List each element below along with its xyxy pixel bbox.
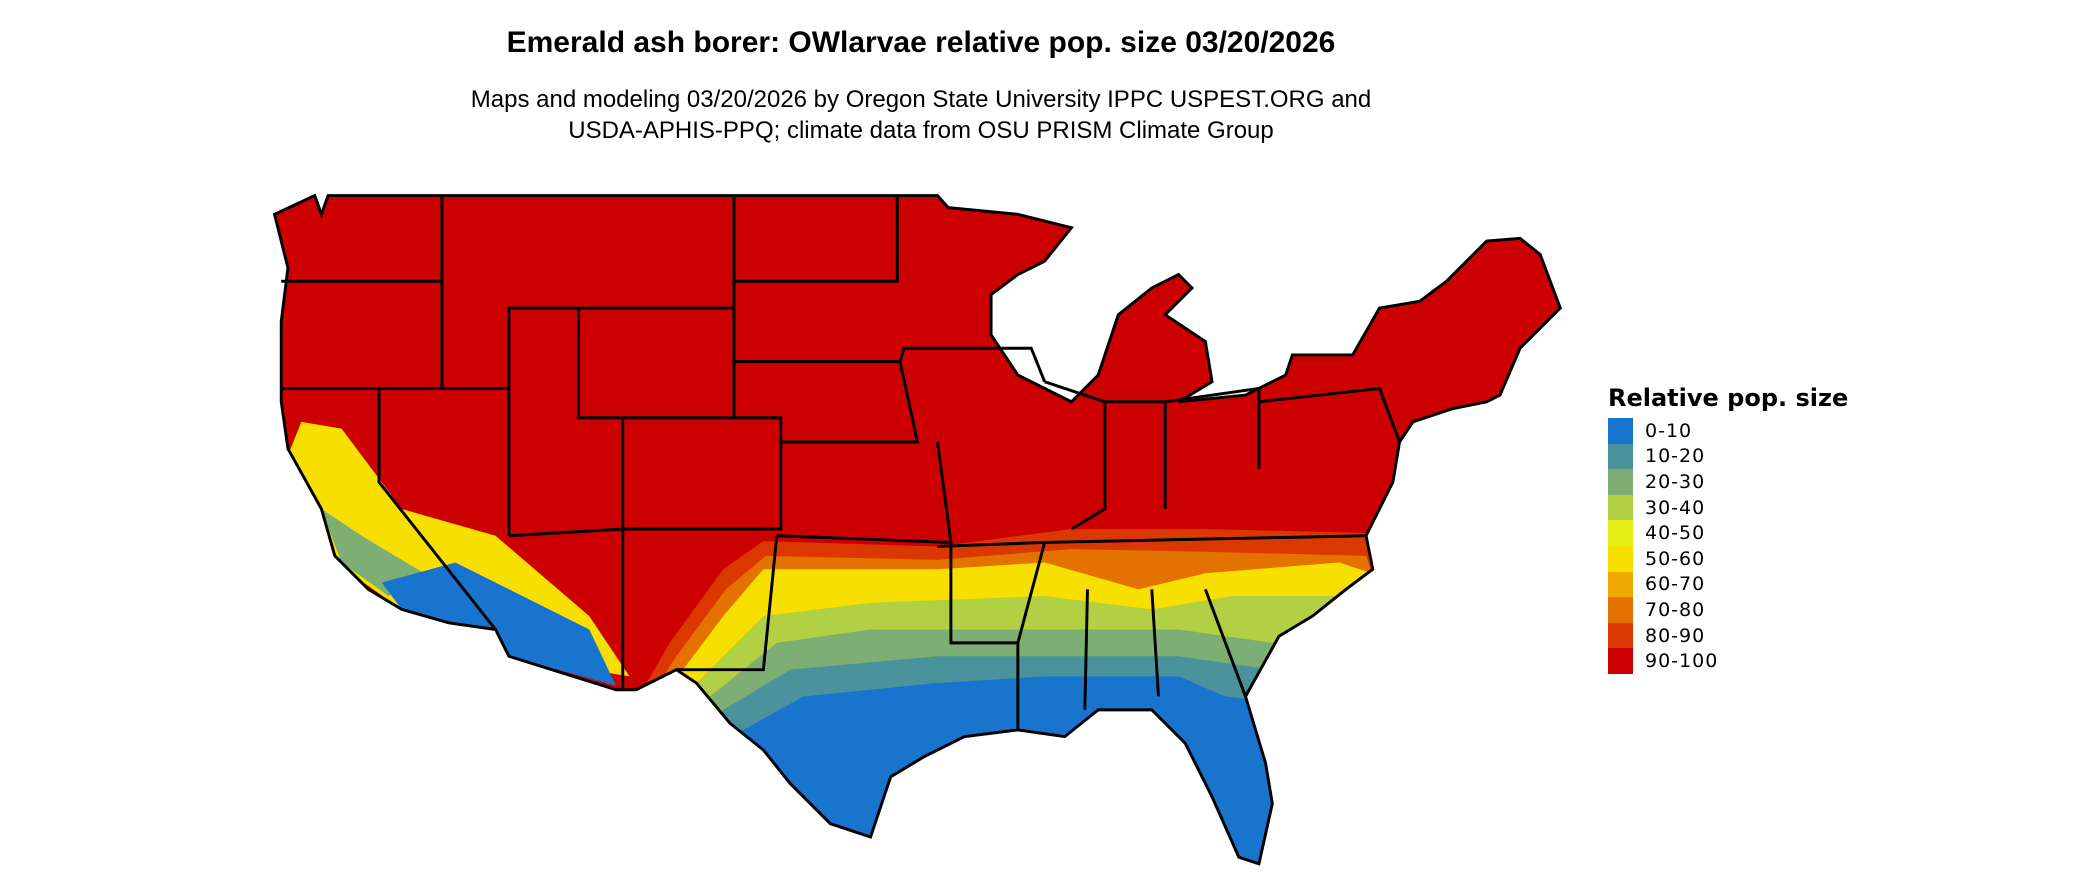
subtitle-line-2: USDA-APHIS-PPQ; climate data from OSU PR…: [568, 117, 1274, 144]
state-borders: [273, 194, 1562, 866]
legend-label: 80-90: [1645, 624, 1706, 647]
legend-swatch: [1608, 648, 1633, 674]
legend-swatch: [1608, 418, 1633, 444]
state-lines: [281, 195, 1401, 730]
legend-label: 50-60: [1645, 547, 1706, 570]
legend-items: 0-10 10-20 20-30 30-40 40-50 50-60 60-70 70-80 8…: [1608, 418, 1848, 674]
legend-label: 70-80: [1645, 598, 1706, 621]
legend-item: 60-70: [1608, 571, 1848, 598]
legend-swatch: [1608, 469, 1633, 495]
legend-swatch: [1608, 571, 1633, 598]
legend-swatch: [1608, 622, 1633, 649]
legend-swatch: [1608, 443, 1633, 470]
legend-swatch: [1608, 520, 1633, 546]
legend-label: 90-100: [1645, 650, 1719, 673]
legend-item: 10-20: [1608, 443, 1848, 470]
map-title: Emerald ash borer: OWlarvae relative pop…: [506, 26, 1336, 59]
legend-swatch: [1608, 545, 1633, 572]
legend-label: 20-30: [1645, 470, 1706, 493]
zone-southwest-20-30: [321, 508, 429, 596]
zone-0-10: [535, 676, 1474, 864]
legend-item: 0-10: [1608, 418, 1848, 444]
legend-item: 90-100: [1608, 648, 1848, 674]
legend-label: 60-70: [1645, 573, 1706, 596]
zone-southwest-0-10: [381, 562, 617, 686]
legend-label: 40-50: [1645, 522, 1706, 545]
legend-swatch: [1608, 597, 1633, 623]
legend-item: 50-60: [1608, 545, 1848, 572]
legend-swatch: [1608, 494, 1633, 521]
legend-label: 0-10: [1645, 419, 1693, 442]
legend-label: 30-40: [1645, 496, 1706, 519]
subtitle-line-1: Maps and modeling 03/20/2026 by Oregon S…: [470, 86, 1372, 113]
legend-title: Relative pop. size: [1608, 384, 1849, 412]
legend-item: 40-50: [1608, 520, 1848, 546]
legend-item: 30-40: [1608, 494, 1848, 521]
legend-item: 80-90: [1608, 622, 1848, 649]
legend-item: 70-80: [1608, 597, 1848, 623]
legend-label: 10-20: [1645, 445, 1706, 468]
legend: Relative pop. size 0-10 10-20 20-30 30-40 40…: [1608, 384, 1848, 674]
map-subtitle: Maps and modeling 03/20/2026 by Oregon S…: [0, 84, 1842, 146]
legend-item: 20-30: [1608, 469, 1848, 495]
